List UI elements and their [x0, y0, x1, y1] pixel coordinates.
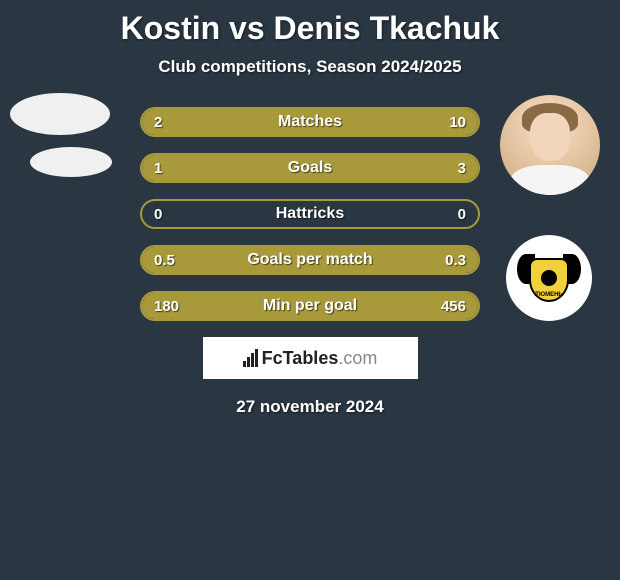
player-right-avatar [500, 95, 600, 195]
stat-label: Hattricks [142, 205, 478, 223]
stat-value-right: 0 [458, 206, 466, 223]
player-left-avatar-placeholder [10, 93, 110, 135]
stat-value-right: 0.3 [445, 252, 466, 269]
stat-value-right: 3 [458, 160, 466, 177]
subtitle: Club competitions, Season 2024/2025 [0, 57, 620, 77]
stat-row: 0.5Goals per match0.3 [140, 245, 480, 275]
stat-label: Matches [142, 113, 478, 131]
stat-value-right: 456 [441, 298, 466, 315]
comparison-area: ТЮМЕНЬ 2Matches10 1Goals3 0Hattricks0 0.5Go… [0, 107, 620, 321]
player-left-badge-placeholder [30, 147, 112, 177]
stat-row: 180Min per goal456 [140, 291, 480, 321]
date-label: 27 november 2024 [0, 397, 620, 417]
stat-row: 0Hattricks0 [140, 199, 480, 229]
stat-row: 2Matches10 [140, 107, 480, 137]
fctables-logo: FcTables.com [203, 337, 418, 379]
stat-bars: 2Matches10 1Goals3 0Hattricks0 0.5Goals per… [140, 107, 480, 321]
stat-value-right: 10 [449, 114, 466, 131]
stat-label: Goals [142, 159, 478, 177]
player-right-club-badge: ТЮМЕНЬ [506, 235, 592, 321]
stat-label: Goals per match [142, 251, 478, 269]
chart-icon [243, 349, 258, 367]
badge-text: ТЮМЕНЬ [519, 292, 579, 298]
logo-text: FcTables.com [262, 348, 378, 369]
page-title: Kostin vs Denis Tkachuk [0, 0, 620, 47]
stat-row: 1Goals3 [140, 153, 480, 183]
stat-label: Min per goal [142, 297, 478, 315]
